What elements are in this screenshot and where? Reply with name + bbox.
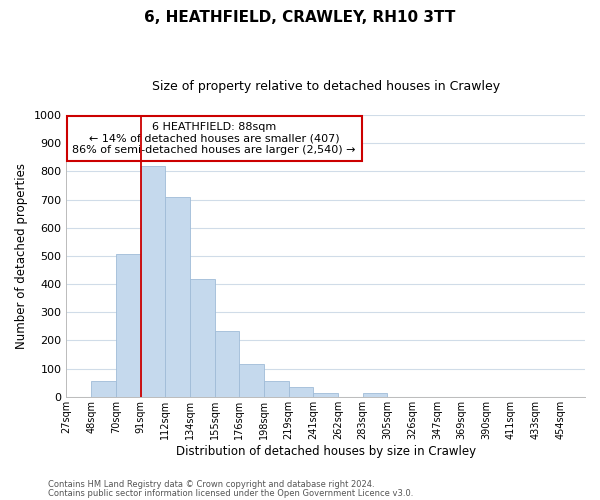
Bar [363, 394, 388, 397]
Text: 6 HEATHFIELD: 88sqm
← 14% of detached houses are smaller (407)
86% of semi-detac: 6 HEATHFIELD: 88sqm ← 14% of detached ho… [73, 122, 356, 155]
Bar [116, 254, 140, 397]
Bar [91, 382, 116, 397]
Bar [190, 279, 215, 397]
Text: Contains public sector information licensed under the Open Government Licence v3: Contains public sector information licen… [48, 488, 413, 498]
Title: Size of property relative to detached houses in Crawley: Size of property relative to detached ho… [152, 80, 500, 93]
Bar [165, 196, 190, 397]
Text: 6, HEATHFIELD, CRAWLEY, RH10 3TT: 6, HEATHFIELD, CRAWLEY, RH10 3TT [145, 10, 455, 25]
Bar [264, 380, 289, 397]
Bar [239, 364, 264, 397]
Bar [215, 332, 239, 397]
X-axis label: Distribution of detached houses by size in Crawley: Distribution of detached houses by size … [176, 444, 476, 458]
Text: Contains HM Land Registry data © Crown copyright and database right 2024.: Contains HM Land Registry data © Crown c… [48, 480, 374, 489]
Y-axis label: Number of detached properties: Number of detached properties [15, 163, 28, 349]
Bar [140, 166, 165, 397]
Bar [289, 387, 313, 397]
Bar [313, 394, 338, 397]
